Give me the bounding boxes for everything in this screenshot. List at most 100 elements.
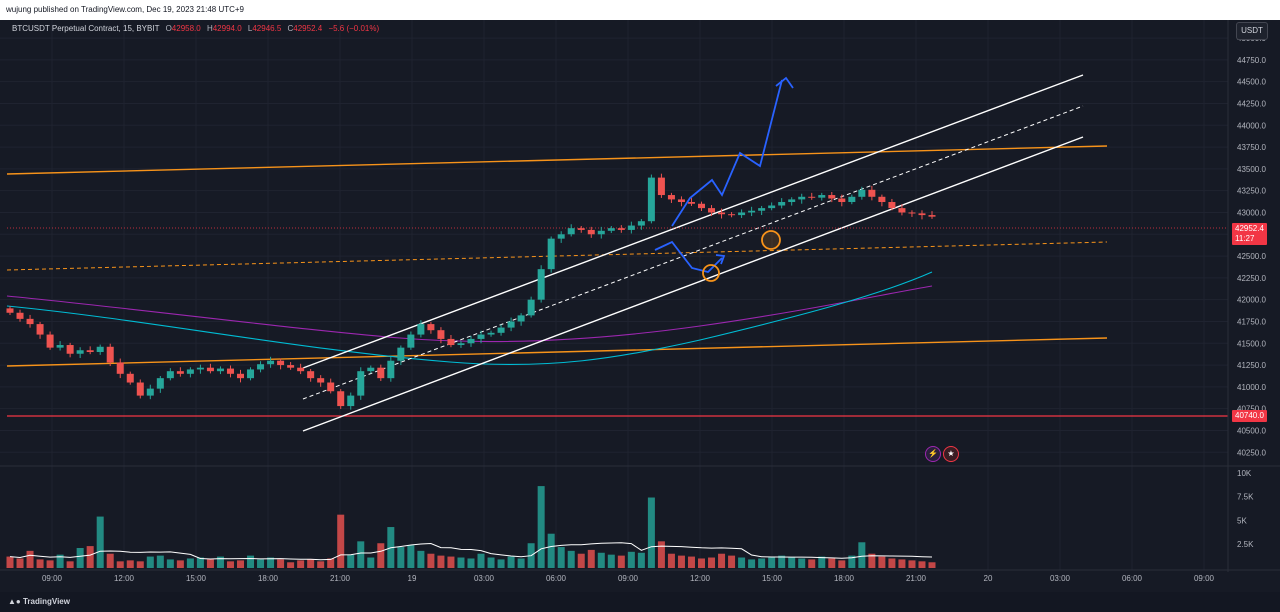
candle-body xyxy=(16,312,24,319)
candle-body xyxy=(497,327,505,333)
volume-bar xyxy=(257,559,265,568)
candle-body xyxy=(687,202,695,204)
price-tick-label: 44000.0 xyxy=(1237,121,1266,130)
candle-body xyxy=(437,330,445,339)
blue-pullback-arrowhead xyxy=(715,254,726,265)
volume-bar xyxy=(237,560,244,568)
candle-body xyxy=(928,215,936,217)
teal-moving-average xyxy=(6,271,933,366)
candle-body xyxy=(457,343,465,346)
orange-circle-marker-2[interactable] xyxy=(761,230,781,250)
volume-bar xyxy=(166,559,174,568)
candle-body xyxy=(758,208,766,211)
candle-body xyxy=(477,334,485,339)
low-label: L xyxy=(247,24,253,33)
last-price-badge: 42952.4 11:27 xyxy=(1232,223,1267,245)
candle-body xyxy=(808,196,816,198)
time-tick-label: 03:00 xyxy=(474,574,495,583)
time-tick-label: 20 xyxy=(984,574,993,583)
candle-body xyxy=(677,199,685,203)
volume-bar xyxy=(698,558,705,568)
orange-circle-marker-1[interactable] xyxy=(702,264,720,282)
price-axis[interactable]: 45000.044750.044500.044250.044000.043750… xyxy=(1237,34,1266,457)
candle-body xyxy=(447,338,455,346)
time-tick-label: 12:00 xyxy=(114,574,135,583)
tradingview-logo[interactable]: ▲● TradingView xyxy=(8,592,70,612)
volume-bar xyxy=(497,559,505,568)
candle-body xyxy=(698,203,705,209)
volume-bar xyxy=(156,555,164,568)
blue-bullish-path[interactable] xyxy=(671,79,783,227)
volume-bar xyxy=(196,557,204,568)
symbol-name[interactable]: BTCUSDT Perpetual Contract, 15, BYBIT xyxy=(12,24,160,33)
orange-support-line[interactable] xyxy=(6,337,1108,367)
candle-body xyxy=(798,196,806,200)
candle-body xyxy=(868,189,876,197)
candle-body xyxy=(527,299,535,316)
volume-bar xyxy=(106,553,114,568)
volume-bar xyxy=(267,557,275,568)
candle-body xyxy=(196,367,204,370)
volume-bar xyxy=(76,548,84,568)
candle-body xyxy=(788,199,796,203)
volume-bar xyxy=(437,555,445,568)
candle-body xyxy=(86,350,94,352)
time-axis[interactable]: 09:00 12:00 15:00 18:00 21:00 19 03:00 06:00 09:… xyxy=(42,574,1215,583)
volume-bar xyxy=(46,560,54,568)
candle-body xyxy=(517,315,525,322)
candle-body xyxy=(607,228,615,231)
time-tick-label: 09:00 xyxy=(618,574,639,583)
volume-bar xyxy=(718,553,726,568)
orange-resistance-line[interactable] xyxy=(6,145,1108,175)
candle-body xyxy=(387,360,395,379)
candle-body xyxy=(46,334,54,348)
candle-body xyxy=(587,229,595,235)
volume-bar xyxy=(607,554,615,568)
candle-body xyxy=(878,196,886,203)
purple-moving-average xyxy=(6,285,933,343)
low-value: 42946.5 xyxy=(252,24,282,33)
last-price-value: 42952.4 xyxy=(1235,224,1264,233)
blue-pullback-path[interactable] xyxy=(654,240,723,273)
volume-bar xyxy=(898,559,906,568)
time-tick-label: 09:00 xyxy=(1194,574,1215,583)
volume-bar xyxy=(828,558,836,568)
volume-bar xyxy=(918,561,926,568)
channel-middle-line[interactable] xyxy=(302,105,1084,400)
tradingview-logo-icon: ▲● xyxy=(8,597,21,606)
candle-body xyxy=(417,324,425,335)
channel-lower-line[interactable] xyxy=(302,136,1084,432)
us-flag-icon[interactable]: ★ xyxy=(943,446,959,462)
currency-button[interactable]: USDT xyxy=(1236,22,1268,40)
price-tick-label: 42500.0 xyxy=(1237,252,1266,261)
candle-body xyxy=(888,202,896,209)
volume-bar xyxy=(708,557,716,568)
tradingview-logo-text: TradingView xyxy=(22,597,70,606)
volume-bar xyxy=(367,557,375,568)
candle-body xyxy=(748,210,756,213)
volume-bar xyxy=(146,556,154,568)
lightning-icon[interactable]: ⚡ xyxy=(925,446,941,462)
bar-countdown: 11:27 xyxy=(1235,234,1255,243)
volume-bar xyxy=(337,514,345,568)
channel-upper-line[interactable] xyxy=(302,74,1084,369)
volume-bar xyxy=(858,542,866,568)
candle-body xyxy=(257,364,265,370)
candle-body xyxy=(547,238,555,270)
candle-body xyxy=(657,177,665,196)
candle-body xyxy=(637,221,645,226)
candle-body xyxy=(828,195,836,199)
volume-bar xyxy=(627,551,635,568)
volume-bar xyxy=(798,558,806,568)
orange-dashed-line[interactable] xyxy=(6,241,1108,271)
time-tick-label: 21:00 xyxy=(906,574,927,583)
time-tick-label: 18:00 xyxy=(834,574,855,583)
candle-body xyxy=(166,371,174,379)
volume-bar xyxy=(206,559,214,568)
price-tick-label: 44250.0 xyxy=(1237,99,1266,108)
volume-tick-label: 5K xyxy=(1237,516,1247,525)
candle-body xyxy=(708,208,716,213)
candle-body xyxy=(56,345,64,348)
